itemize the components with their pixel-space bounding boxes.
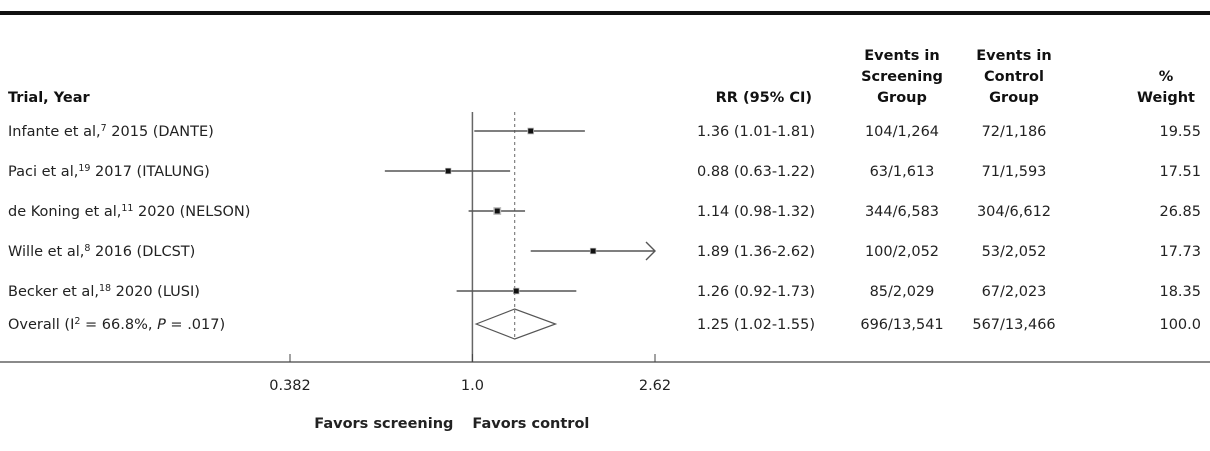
row-label: Wille et al,8 2016 (DLCST) [8, 243, 195, 261]
control-events: 71/1,593 [982, 164, 1047, 180]
superscript: 11 [121, 203, 133, 214]
weight: 26.85 [1159, 204, 1201, 220]
rr-ci: 1.89 (1.36-2.62) [697, 244, 815, 260]
effect-point [494, 208, 500, 214]
row-label: Paci et al,19 2017 (ITALUNG) [8, 163, 210, 181]
row-label: Overall (I2 = 66.8%, P = .017) [8, 316, 225, 334]
row-label: de Koning et al,11 2020 (NELSON) [8, 203, 250, 221]
rr-ci: 1.25 (1.02-1.55) [697, 317, 815, 333]
label-part: = 66.8%, [80, 317, 157, 333]
effect-point [445, 168, 451, 174]
control-events: 567/13,466 [972, 317, 1055, 333]
control-events: 53/2,052 [982, 244, 1047, 260]
weight: 17.73 [1159, 244, 1201, 260]
header-trial: Trial, Year [8, 90, 91, 106]
header-control: Events in [976, 48, 1051, 64]
header-control: Control [984, 69, 1044, 85]
x-tick-label: 0.382 [269, 378, 311, 394]
label-part: Wille et al, [8, 244, 84, 260]
superscript: 19 [78, 163, 90, 174]
label-part: 2015 (DANTE) [107, 124, 214, 140]
weight: 100.0 [1159, 317, 1201, 333]
effect-point [528, 128, 534, 134]
label-part: 2017 (ITALUNG) [90, 164, 209, 180]
header-screening: Screening [861, 69, 943, 85]
label-part: Paci et al, [8, 164, 78, 180]
screening-events: 85/2,029 [870, 284, 935, 300]
header-weight: % [1159, 69, 1174, 85]
header-weight: Weight [1137, 90, 1195, 106]
label-part: Overall (I [8, 317, 74, 333]
effect-point [590, 248, 596, 254]
favors-right: Favors control [472, 416, 589, 432]
label-part: Becker et al, [8, 284, 99, 300]
weight: 17.51 [1159, 164, 1201, 180]
favors-left: Favors screening [314, 416, 453, 432]
control-events: 304/6,612 [977, 204, 1051, 220]
row-label: Becker et al,18 2020 (LUSI) [8, 283, 200, 301]
row-label: Infante et al,7 2015 (DANTE) [8, 123, 214, 141]
top-rule [0, 11, 1210, 15]
superscript: 2 [74, 316, 80, 327]
superscript: 8 [84, 243, 90, 254]
rr-ci: 1.14 (0.98-1.32) [697, 204, 815, 220]
label-part: de Koning et al, [8, 204, 121, 220]
header-screening: Events in [864, 48, 939, 64]
header-screening: Group [877, 90, 927, 106]
label-part: 2020 (LUSI) [111, 284, 200, 300]
label-part: Infante et al, [8, 124, 101, 140]
label-part: = .017) [166, 317, 225, 333]
ci-arrow [645, 241, 656, 261]
label-part: 2020 (NELSON) [133, 204, 250, 220]
screening-events: 344/6,583 [865, 204, 939, 220]
screening-events: 100/2,052 [865, 244, 939, 260]
weight: 19.55 [1159, 124, 1201, 140]
weight: 18.35 [1159, 284, 1201, 300]
superscript: 18 [99, 283, 111, 294]
screening-events: 104/1,264 [865, 124, 939, 140]
screening-events: 63/1,613 [870, 164, 935, 180]
label-part: 2016 (DLCST) [90, 244, 195, 260]
superscript: 7 [101, 123, 107, 134]
header-rr: RR (95% CI) [716, 90, 812, 106]
x-tick-label: 1.0 [461, 378, 484, 394]
header-control: Group [989, 90, 1039, 106]
overall-diamond [474, 308, 558, 340]
screening-events: 696/13,541 [860, 317, 943, 333]
label-italic: P [157, 317, 166, 333]
x-tick-label: 2.62 [639, 378, 671, 394]
effect-point [513, 288, 519, 294]
control-events: 72/1,186 [982, 124, 1047, 140]
rr-ci: 1.36 (1.01-1.81) [697, 124, 815, 140]
control-events: 67/2,023 [982, 284, 1047, 300]
rr-ci: 1.26 (0.92-1.73) [697, 284, 815, 300]
rr-ci: 0.88 (0.63-1.22) [697, 164, 815, 180]
